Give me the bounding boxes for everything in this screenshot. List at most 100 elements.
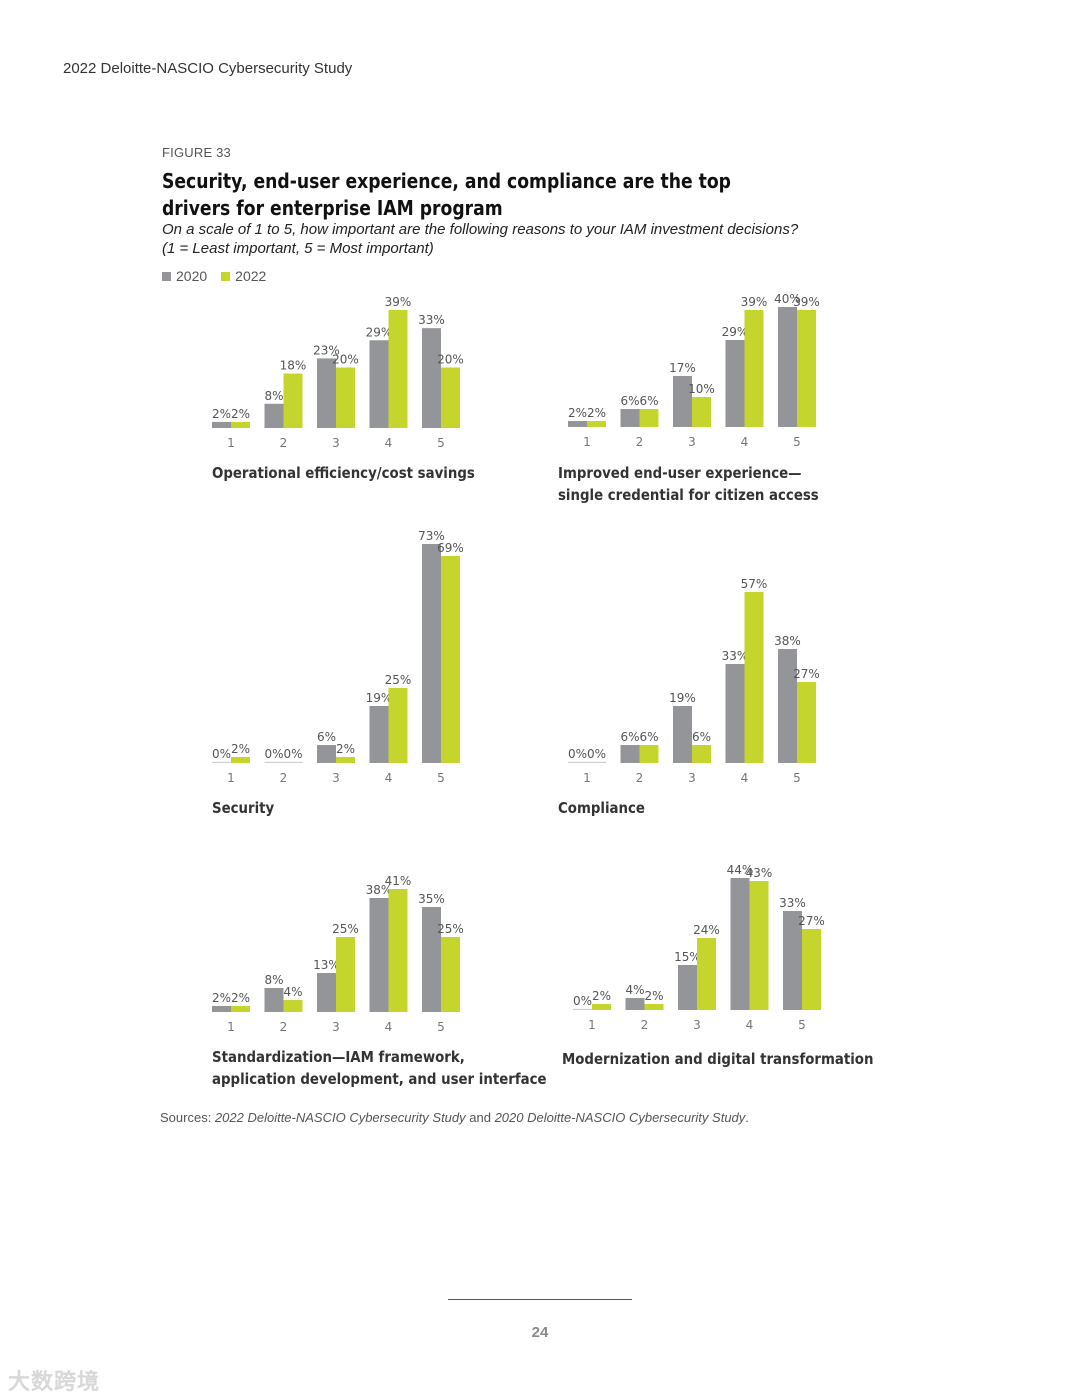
watermark: 大数跨境: [8, 1369, 101, 1394]
bar-2022-rating-1: [587, 761, 606, 763]
footer-divider: [448, 1299, 632, 1300]
chart-modernization: 0% 2%14% 2%215%24%344%43%433%27%5: [573, 863, 825, 1032]
data-label-2022-rating-1: 0%: [587, 747, 606, 761]
data-label-2020-rating-3: 19%: [669, 691, 696, 705]
bar-2022-rating-4: [749, 881, 769, 1010]
bar-2022-rating-5: [441, 367, 460, 428]
data-label-2020-rating-2: 8%: [264, 973, 283, 987]
data-label-2022-rating-1: 2%: [231, 407, 250, 421]
subtitle-question: On a scale of 1 to 5, how important are …: [162, 221, 799, 238]
data-label-2020-rating-1: 0%: [568, 747, 587, 761]
legend: 2020 2022: [162, 268, 266, 284]
data-label-2022-rating-5: 25%: [437, 922, 464, 936]
data-label-2022-rating-2: 4%: [283, 985, 302, 999]
source-2020-title: 2020 Deloitte-NASCIO Cybersecurity Study: [494, 1110, 746, 1125]
data-label-2022-rating-4: 39%: [741, 295, 768, 309]
x-tick-label: 2: [636, 771, 644, 785]
data-label-2022-rating-1: 2%: [231, 991, 250, 1005]
bar-2020-rating-4: [725, 664, 745, 763]
data-label-2020-rating-1: 0%: [212, 747, 231, 761]
bar-2022-rating-1: [592, 1004, 611, 1010]
bar-2022-rating-3: [336, 937, 355, 1012]
figure-subtitle: On a scale of 1 to 5, how important are …: [162, 220, 882, 258]
data-label-2020-rating-3: 13%: [313, 958, 340, 972]
bar-2020-rating-5: [422, 328, 441, 428]
chart-title-line: Security: [212, 799, 275, 817]
x-tick-label: 2: [280, 1020, 288, 1034]
x-tick-label: 5: [437, 436, 445, 450]
data-label-2022-rating-2: 0%: [283, 747, 302, 761]
data-label-2022-rating-4: 43%: [746, 866, 773, 880]
data-label-2020-rating-4: 19%: [366, 691, 393, 705]
chart-operational-efficiency: 2% 2%18%18%223%20%329%39%433%20%5: [212, 295, 464, 450]
data-label-2022-rating-5: 69%: [437, 541, 464, 555]
chart-standardization: 2% 2% 1 8%4% 2 13% 25% 3 38%41% 4 35% 25% 5: [212, 874, 464, 1034]
data-label-2022-rating-3: 20%: [332, 352, 359, 366]
bar-2020-rating-5: [783, 911, 802, 1010]
bar-2022-rating-2: [644, 1004, 664, 1010]
bar-2020-rating-3: [317, 973, 336, 1012]
bar-2020-rating-4: [730, 878, 750, 1010]
data-label-2020-rating-5: 40%: [774, 292, 801, 306]
data-label-2022-rating-2: 2%: [644, 989, 663, 1003]
bar-2020-rating-4: [369, 706, 389, 763]
chart-title-security: Security: [212, 797, 274, 819]
data-label-2022-rating-5: 27%: [798, 914, 825, 928]
data-label-2022-rating-2: 6%: [639, 394, 658, 408]
bar-2022-rating-2: [639, 745, 659, 763]
bar-2022-rating-3: [697, 938, 716, 1010]
data-label-2020-rating-4: 38%: [366, 883, 393, 897]
bar-2022-rating-2: [639, 409, 659, 427]
bar-2022-rating-1: [231, 421, 250, 428]
x-tick-label: 2: [280, 771, 288, 785]
legend-entry-2022: 2022: [221, 268, 266, 284]
bar-2022-rating-3: [692, 745, 711, 763]
data-label-2020-rating-5: 33%: [779, 896, 806, 910]
chart-title-operational-efficiency: Operational efficiency/cost savings: [212, 462, 475, 484]
x-tick-label: 1: [588, 1018, 596, 1032]
data-label-2020-rating-1: 2%: [212, 407, 231, 421]
data-label-2020-rating-3: 6%: [317, 730, 336, 744]
data-label-2022-rating-2: 6%: [639, 730, 658, 744]
x-tick-label: 5: [793, 771, 801, 785]
data-label-2020-rating-2: 0%: [264, 747, 283, 761]
chart-title-end-user-experience: Improved end-user experience— single cre…: [558, 462, 819, 506]
legend-entry-2020: 2020: [162, 268, 207, 284]
data-label-2022-rating-1: 2%: [587, 406, 606, 420]
bar-2022-rating-2: [283, 373, 303, 428]
data-label-2020-rating-3: 15%: [674, 950, 701, 964]
data-label-2022-rating-1: 2%: [231, 742, 250, 756]
chart-title-line: single credential for citizen access: [558, 486, 819, 504]
bar-2020-rating-1: [212, 761, 231, 763]
chart-title-line: Standardization—IAM framework,: [212, 1048, 465, 1066]
bar-2022-rating-5: [441, 556, 460, 763]
data-label-2020-rating-4: 44%: [727, 863, 754, 877]
figure-title: Security, end-user experience, and compl…: [162, 169, 731, 220]
bar-2020-rating-1: [212, 421, 231, 428]
bar-2022-rating-4: [744, 310, 764, 427]
x-tick-label: 4: [385, 771, 393, 785]
x-tick-label: 3: [332, 1020, 340, 1034]
x-tick-label: 4: [385, 436, 393, 450]
data-label-2020-rating-4: 29%: [722, 325, 749, 339]
bar-2022-rating-2: [283, 1000, 303, 1012]
x-tick-label: 3: [693, 1018, 701, 1032]
chart-title-line: application development, and user interf…: [212, 1070, 547, 1088]
bar-2020-rating-5: [778, 649, 797, 763]
x-tick-label: 4: [741, 435, 749, 449]
x-tick-label: 2: [280, 436, 288, 450]
data-label-2022-rating-3: 10%: [688, 382, 715, 396]
bar-2022-rating-5: [441, 937, 460, 1012]
data-label-2020-rating-5: 33%: [418, 313, 445, 327]
bar-2020-rating-1: [212, 1006, 231, 1012]
x-tick-label: 4: [746, 1018, 754, 1032]
data-label-2022-rating-3: 6%: [692, 730, 711, 744]
running-header: 2022 Deloitte-NASCIO Cybersecurity Study: [63, 60, 353, 77]
data-label-2020-rating-1: 2%: [568, 406, 587, 420]
x-tick-label: 1: [583, 435, 591, 449]
page-number: 24: [531, 1324, 549, 1341]
bar-2022-rating-1: [231, 757, 250, 763]
x-tick-label: 4: [741, 771, 749, 785]
data-label-2020-rating-2: 6%: [620, 730, 639, 744]
bar-2022-rating-5: [797, 310, 816, 427]
